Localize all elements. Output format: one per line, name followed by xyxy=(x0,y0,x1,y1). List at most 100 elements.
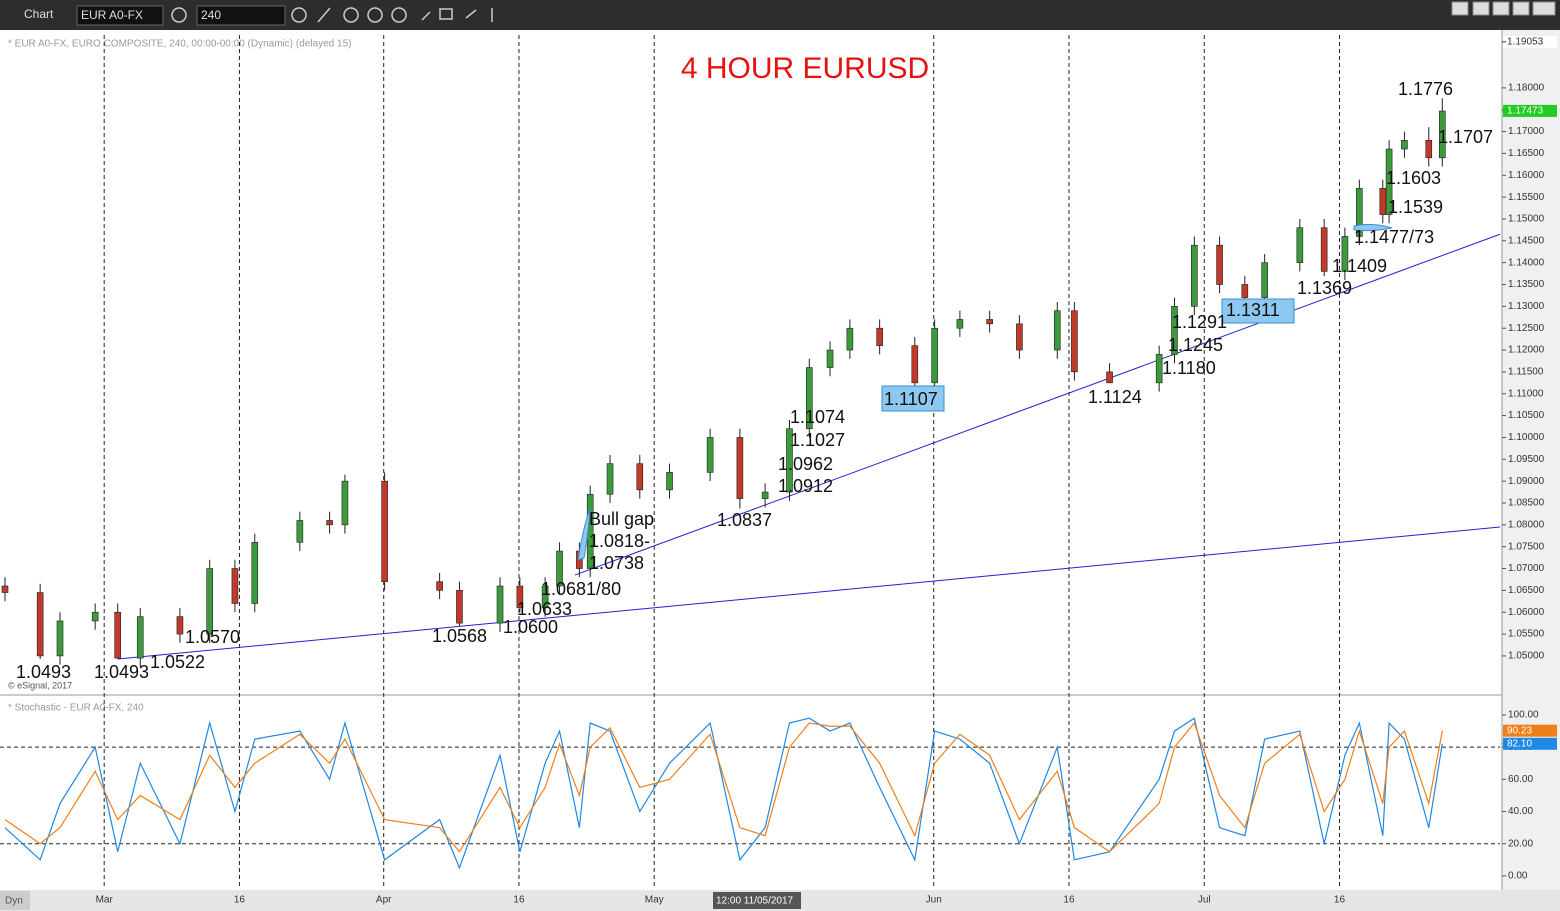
chart-title: 4 HOUR EURUSD xyxy=(681,52,929,85)
candle-body xyxy=(556,550,563,587)
candle-body xyxy=(456,590,463,624)
y-tick-label: 100.00 xyxy=(1508,710,1539,721)
candle-body xyxy=(231,568,239,604)
candle-body xyxy=(636,463,644,491)
candle-body xyxy=(1385,148,1393,215)
y-tick-label: 1.18000 xyxy=(1508,83,1545,94)
candle-body xyxy=(341,480,349,526)
y-tick-label: 40.00 xyxy=(1508,806,1533,817)
annotation: 1.0837 xyxy=(717,510,772,530)
x-tick-label: 16 xyxy=(1063,895,1075,906)
candle-body xyxy=(1216,244,1223,285)
y-tick-label: 1.16500 xyxy=(1508,148,1545,159)
annotation: 1.1180 xyxy=(1162,358,1216,378)
candle-body xyxy=(206,568,213,635)
annotation: 1.1311 xyxy=(1226,300,1280,320)
annotation: 1.1291 xyxy=(1172,312,1227,332)
y-tick-label: 1.14000 xyxy=(1508,257,1545,268)
stochastic-title: * Stochastic - EUR A0-FX, 240 xyxy=(8,703,144,714)
x-tick-label: Apr xyxy=(376,895,392,906)
candle-body xyxy=(1,585,9,593)
price-tag-label: 1.17473 xyxy=(1507,106,1544,117)
y-tick-label: 60.00 xyxy=(1508,774,1533,785)
x-tick-label: Jun xyxy=(926,895,942,906)
y-tick-label: 1.16000 xyxy=(1508,170,1545,181)
app-title: Chart xyxy=(24,7,54,21)
y-tick-label: 20.00 xyxy=(1508,838,1533,849)
annotation: 1.1477/73 xyxy=(1354,227,1434,247)
candle-body xyxy=(736,437,744,499)
annotation: 1.0570 xyxy=(185,627,240,647)
candle-body xyxy=(1296,227,1304,263)
cursor-time: 12:00 11/05/2017 xyxy=(716,896,794,907)
candle-body xyxy=(516,585,524,609)
interval-box[interactable] xyxy=(196,5,286,26)
candle-body xyxy=(1379,188,1387,215)
x-tick-label: 16 xyxy=(234,895,246,906)
candle-body xyxy=(114,611,122,659)
mode-box[interactable] xyxy=(0,891,30,910)
candle-body xyxy=(931,327,938,384)
annotation: 1.1245 xyxy=(1168,335,1223,355)
candle-body xyxy=(1053,310,1061,351)
credit: © eSignal, 2017 xyxy=(8,680,72,690)
price-tag xyxy=(1503,737,1557,750)
candle-body xyxy=(296,520,304,543)
annotation: 1.0600 xyxy=(503,617,558,637)
y-tick-label: 1.14500 xyxy=(1508,235,1545,246)
annotation: 1.1409 xyxy=(1332,256,1387,276)
level-highlight xyxy=(1221,298,1295,324)
annotation: 1.0633 xyxy=(517,599,572,619)
candle-body xyxy=(1016,323,1023,351)
price-tag-label: 1.19053 xyxy=(1507,37,1544,48)
candle-body xyxy=(826,349,834,368)
annotation: 1.1027 xyxy=(790,430,845,450)
candle-body xyxy=(1401,140,1408,150)
y-tick-label: 1.07500 xyxy=(1508,541,1545,552)
candle-body xyxy=(136,616,144,659)
candle-body xyxy=(56,620,64,657)
stochastic-line xyxy=(4,721,1443,853)
y-tick-label: 1.09000 xyxy=(1508,476,1545,487)
candle-body xyxy=(1341,236,1349,272)
annotation: 1.1074 xyxy=(790,407,845,427)
annotation: 1.0493 xyxy=(94,662,149,682)
mode[interactable]: Dyn xyxy=(5,896,23,907)
price-tag-label: 82.10 xyxy=(1507,738,1532,749)
window-buttons[interactable] xyxy=(1451,1,1556,16)
interval[interactable]: 240 xyxy=(201,8,221,22)
x-tick-label: May xyxy=(645,895,664,906)
candle-body xyxy=(1241,284,1249,298)
candle-body xyxy=(986,319,993,325)
price-tag xyxy=(1503,104,1557,117)
candle-body xyxy=(606,463,614,495)
y-tick-label: 1.12000 xyxy=(1508,345,1545,356)
y-tick-label: 1.11500 xyxy=(1508,367,1544,378)
annotation: Bull gap xyxy=(589,509,654,529)
trend-line xyxy=(117,526,1501,660)
level-highlight xyxy=(881,385,945,412)
y-tick-label: 1.17000 xyxy=(1508,126,1545,137)
candle-body xyxy=(761,491,769,499)
chart-subtitle: * EUR A0-FX, EURO COMPOSITE, 240, 00:00-… xyxy=(8,39,351,50)
symbol[interactable]: EUR A0-FX xyxy=(81,8,143,22)
y-tick-label: 1.06500 xyxy=(1508,585,1545,596)
toolbar-icons[interactable] xyxy=(171,7,493,23)
y-tick-label: 1.07000 xyxy=(1508,563,1545,574)
annotation: 1.1776 xyxy=(1398,79,1453,99)
trend-line xyxy=(574,233,1501,576)
price-tag xyxy=(1503,35,1557,48)
y-tick-label: 1.10000 xyxy=(1508,432,1545,443)
candle-body xyxy=(806,367,813,429)
candle-body xyxy=(251,542,259,604)
candle-body xyxy=(1191,244,1198,307)
candle-body xyxy=(36,592,44,657)
x-tick-label: 16 xyxy=(1334,895,1346,906)
y-tick-label: 1.13500 xyxy=(1508,279,1545,290)
y-tick-label: 1.13000 xyxy=(1508,301,1545,312)
candle-body xyxy=(326,520,333,526)
y-tick-label: 1.06000 xyxy=(1508,607,1545,618)
symbol-box[interactable] xyxy=(76,5,164,26)
candle-body xyxy=(956,319,964,329)
